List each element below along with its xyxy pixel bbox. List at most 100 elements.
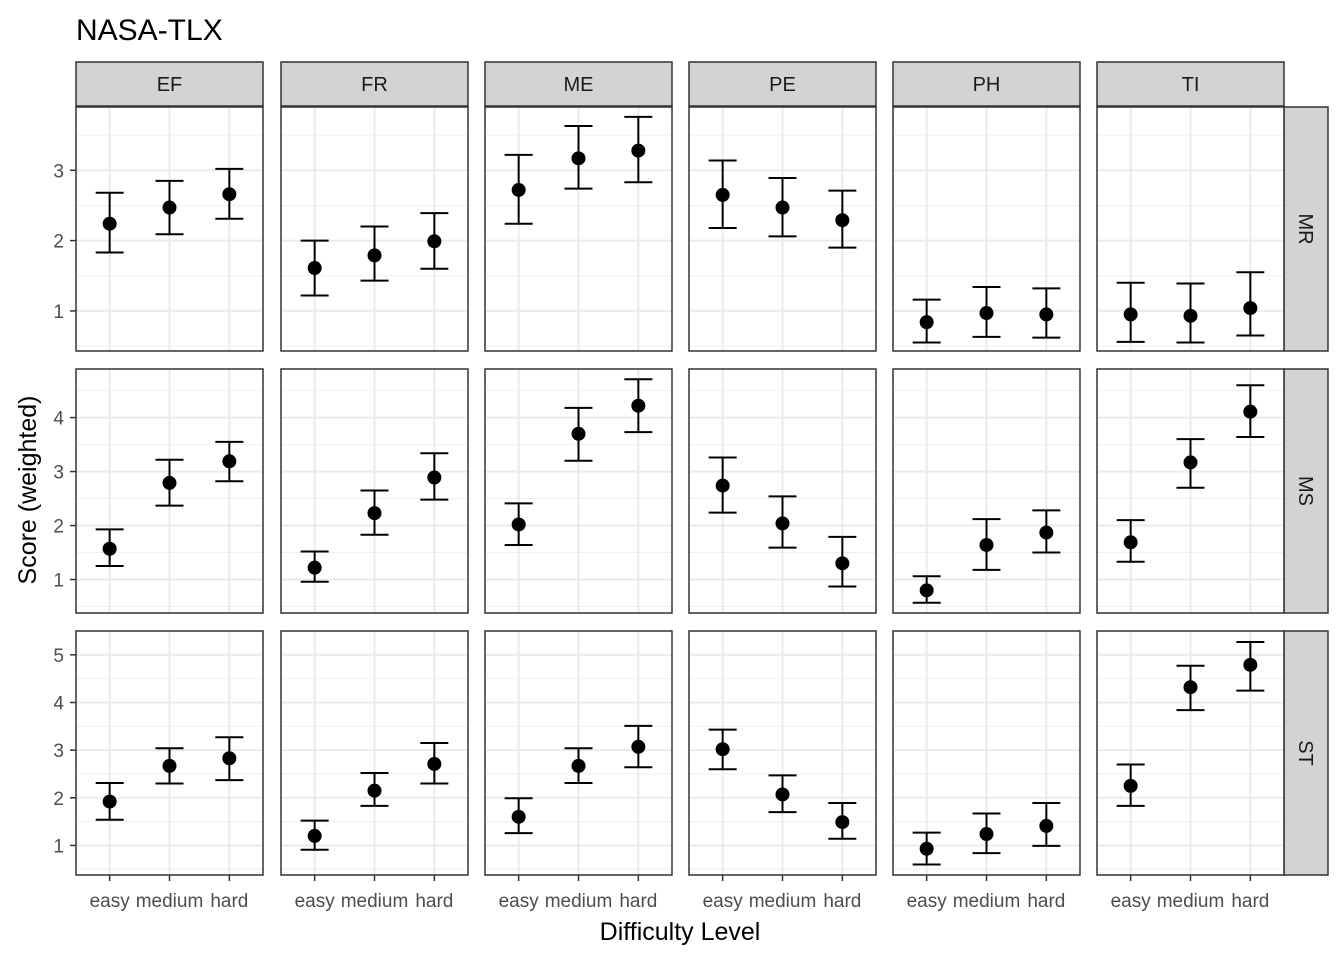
data-point-medium xyxy=(775,516,790,531)
column-strip-label-PE: PE xyxy=(769,74,796,96)
row-strip-MS xyxy=(1283,368,1329,614)
row-strip-ST xyxy=(1283,630,1329,876)
panel-ST-EF xyxy=(75,630,264,876)
data-point-hard xyxy=(835,213,850,228)
panel-border xyxy=(484,368,673,614)
data-point-medium xyxy=(979,306,994,321)
data-point-medium xyxy=(367,783,382,798)
data-point-hard xyxy=(1039,307,1054,322)
y-tick-label: 1 xyxy=(53,302,64,323)
data-point-hard xyxy=(222,454,237,469)
x-tick-label-easy: easy xyxy=(90,891,131,912)
y-tick-label: 3 xyxy=(53,463,64,484)
data-point-hard xyxy=(222,751,237,766)
data-point-medium xyxy=(1183,680,1198,695)
data-point-easy xyxy=(102,216,117,231)
y-tick-label: 1 xyxy=(53,571,64,592)
x-tick-label-hard: hard xyxy=(1027,891,1065,912)
panel-MS-PE xyxy=(688,368,877,614)
panel-MR-ME xyxy=(484,106,673,352)
x-tick-label-easy: easy xyxy=(703,891,744,912)
column-strip-TI xyxy=(1096,61,1285,107)
panel-border xyxy=(688,368,877,614)
data-point-medium xyxy=(367,506,382,521)
data-point-medium xyxy=(979,827,994,842)
data-point-medium xyxy=(1183,455,1198,470)
column-strip-FR xyxy=(280,61,469,107)
data-point-easy xyxy=(919,841,934,856)
data-point-easy xyxy=(307,560,322,575)
data-point-hard xyxy=(1039,818,1054,833)
x-tick-label-easy: easy xyxy=(295,891,336,912)
panel-border xyxy=(688,106,877,352)
data-point-hard xyxy=(1243,404,1258,419)
panel-border xyxy=(892,106,1081,352)
data-point-hard xyxy=(631,398,646,413)
data-point-hard xyxy=(1243,657,1258,672)
x-axis-title: Difficulty Level xyxy=(600,918,761,946)
x-tick-label-medium: medium xyxy=(136,891,204,912)
panel-MR-EF xyxy=(75,106,264,352)
data-point-easy xyxy=(919,315,934,330)
y-tick-label: 4 xyxy=(53,409,64,430)
data-point-hard xyxy=(631,143,646,158)
data-point-hard xyxy=(427,756,442,771)
column-strip-label-EF: EF xyxy=(157,74,183,96)
panel-MR-FR xyxy=(280,106,469,352)
data-point-hard xyxy=(835,815,850,830)
panel-MR-PE xyxy=(688,106,877,352)
panel-MS-PH xyxy=(892,368,1081,614)
data-point-medium xyxy=(162,475,177,490)
row-strip-label-MS: MS xyxy=(1294,476,1316,506)
data-point-easy xyxy=(307,261,322,276)
data-point-easy xyxy=(102,541,117,556)
y-tick-label: 2 xyxy=(53,517,64,538)
data-point-easy xyxy=(511,182,526,197)
panel-MS-FR xyxy=(280,368,469,614)
data-point-easy xyxy=(102,794,117,809)
y-axis-title: Score (weighted) xyxy=(14,396,42,585)
data-point-hard xyxy=(835,556,850,571)
x-tick-label-medium: medium xyxy=(749,891,817,912)
x-tick-label-easy: easy xyxy=(907,891,948,912)
data-point-easy xyxy=(511,517,526,532)
data-point-medium xyxy=(1183,308,1198,323)
panel-border xyxy=(75,106,264,352)
y-tick-label: 2 xyxy=(53,789,64,810)
data-point-hard xyxy=(222,187,237,202)
x-tick-label-medium: medium xyxy=(1157,891,1225,912)
data-point-medium xyxy=(979,537,994,552)
y-tick-label: 5 xyxy=(53,646,64,667)
panel-border xyxy=(1096,106,1285,352)
data-point-hard xyxy=(1039,525,1054,540)
data-point-medium xyxy=(775,787,790,802)
data-point-easy xyxy=(715,478,730,493)
x-tick-label-medium: medium xyxy=(953,891,1021,912)
x-tick-label-hard: hard xyxy=(1231,891,1269,912)
x-tick-label-easy: easy xyxy=(1111,891,1152,912)
data-point-medium xyxy=(367,248,382,263)
panel-ST-PE xyxy=(688,630,877,876)
data-point-easy xyxy=(715,742,730,757)
column-strip-label-ME: ME xyxy=(564,74,594,96)
data-point-hard xyxy=(427,470,442,485)
column-strip-ME xyxy=(484,61,673,107)
panel-MS-EF xyxy=(75,368,264,614)
row-strip-MR xyxy=(1283,106,1329,352)
y-tick-label: 3 xyxy=(53,161,64,182)
x-tick-label-easy: easy xyxy=(499,891,540,912)
data-point-easy xyxy=(307,828,322,843)
data-point-medium xyxy=(162,758,177,773)
column-strip-label-TI: TI xyxy=(1182,74,1200,96)
x-tick-label-hard: hard xyxy=(210,891,248,912)
x-tick-label-medium: medium xyxy=(545,891,613,912)
row-strip-label-ST: ST xyxy=(1294,740,1316,766)
data-point-hard xyxy=(427,234,442,249)
data-point-easy xyxy=(1123,307,1138,322)
panel-ST-PH xyxy=(892,630,1081,876)
data-point-easy xyxy=(715,187,730,202)
column-strip-PE xyxy=(688,61,877,107)
panel-border xyxy=(1096,368,1285,614)
y-tick-label: 1 xyxy=(53,836,64,857)
